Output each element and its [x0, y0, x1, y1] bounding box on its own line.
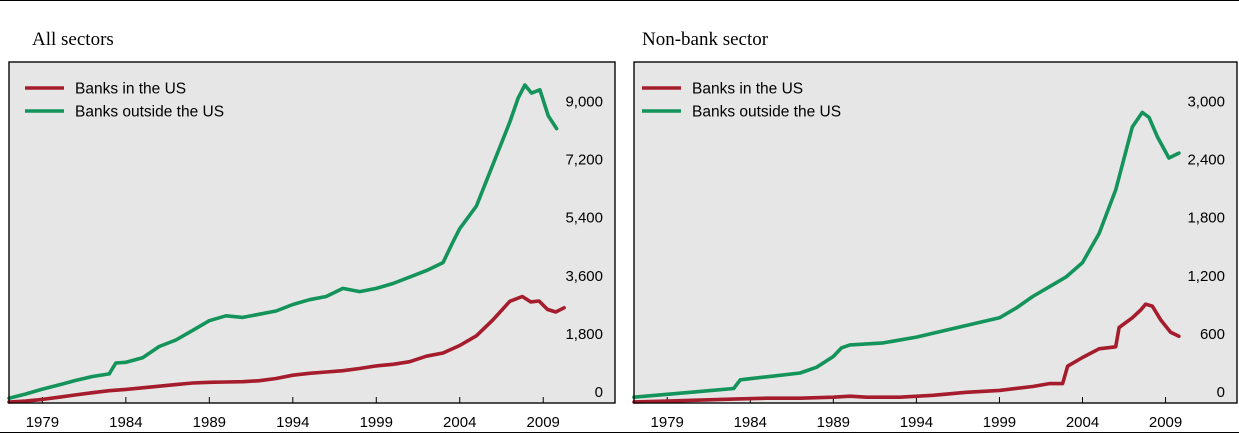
series-line: [7, 83, 559, 401]
chart-svg: 0 1,800 3,600 5,400 7,200 9,000 1979 1984 1989 19…: [7, 61, 616, 431]
y-tick-label: 2,400: [1187, 152, 1225, 169]
series-line: [7, 294, 566, 404]
x-tick-label: 1979: [26, 414, 59, 431]
y-tick-label: 5,400: [565, 210, 603, 227]
y-tick-label: 3,000: [1187, 93, 1225, 110]
x-tick-label: 2009: [1149, 414, 1182, 431]
y-tick-label: 7,200: [565, 152, 603, 169]
y-tick-label: 0: [595, 384, 603, 401]
x-tick-label: 2004: [1066, 414, 1099, 431]
x-tick-label: 1984: [109, 414, 142, 431]
legend-label: Banks outside the US: [75, 104, 224, 121]
x-tick-label: 1984: [734, 414, 767, 431]
y-tick-label: 600: [1200, 326, 1225, 343]
x-tick-label: 1999: [360, 414, 393, 431]
chart-svg: 0 600 1,200 1,800 2,400 3,000 1979 1984 1989 1994…: [632, 61, 1238, 431]
x-tick-label: 1979: [651, 414, 684, 431]
chart-panel-non-bank-sector: Non-bank sector 0 600 1,200 1,800 2,400 3,000…: [620, 0, 1239, 433]
plot-border: [8, 61, 616, 404]
legend-label: Banks outside the US: [692, 104, 841, 121]
x-tick-label: 2004: [443, 414, 476, 431]
legend-label: Banks in the US: [75, 81, 186, 98]
plot-area: [8, 61, 616, 404]
y-tick-label: 1,800: [565, 326, 603, 343]
y-tick-label: 1,800: [1187, 210, 1225, 227]
chart-title: Non-bank sector: [642, 29, 769, 50]
y-tick-label: 1,200: [1187, 268, 1225, 285]
x-tick-label: 1994: [900, 414, 933, 431]
y-tick-label: 0: [1217, 384, 1225, 401]
y-tick-label: 9,000: [565, 93, 603, 110]
x-tick-label: 2009: [527, 414, 560, 431]
x-tick-label: 1999: [983, 414, 1016, 431]
x-tick-label: 1994: [276, 414, 309, 431]
chart-title: All sectors: [32, 29, 114, 50]
legend-label: Banks in the US: [692, 81, 803, 98]
y-tick-label: 3,600: [565, 268, 603, 285]
series-line: [632, 110, 1181, 400]
series-line: [632, 302, 1181, 404]
x-tick-label: 1989: [193, 414, 226, 431]
x-tick-label: 1989: [817, 414, 850, 431]
plot-border: [633, 61, 1238, 404]
chart-panel-all-sectors: All sectors 0 1,800 3,600 5,400 7,200 9,000 19…: [0, 0, 618, 433]
